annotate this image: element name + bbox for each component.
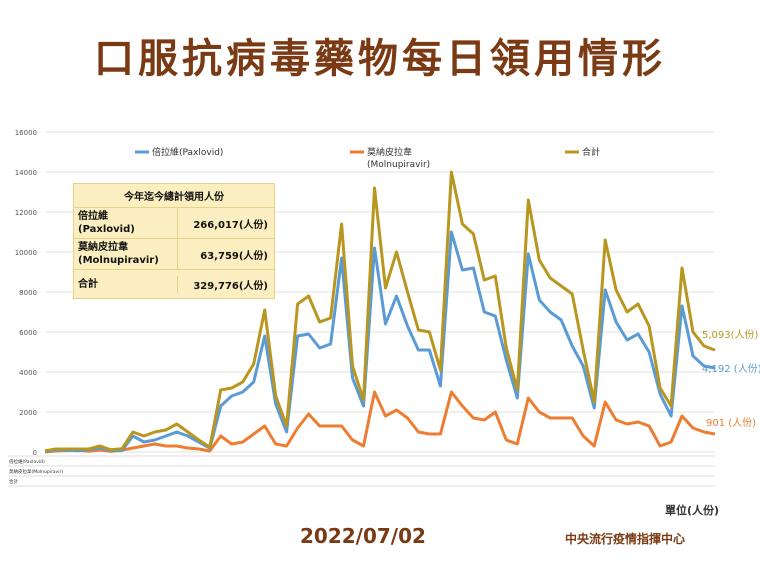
summary-row-paxlovid: 倍拉維 (Paxlovid) 266,017(人份) (74, 208, 274, 239)
end-label-paxlovid: 4,192 (人份) (702, 363, 760, 375)
y-tick-label: 12000 (15, 209, 37, 217)
summary-value: 266,017(人份) (193, 219, 268, 231)
summary-value: 63,759(人份) (200, 250, 268, 262)
y-tick-label: 10000 (15, 249, 37, 257)
unit-label: 單位(人份) (665, 504, 720, 517)
source-label: 中央流行疫情指揮中心 (565, 532, 686, 546)
page-title: 口服抗病毒藥物每日領用情形 (94, 36, 666, 82)
summary-value: 329,776(人份) (193, 280, 268, 292)
end-label-molnupiravir: 901 (人份) (706, 417, 756, 429)
legend-label-paxlovid: 倍拉維(Paxlovid) (152, 146, 223, 158)
y-tick-label: 0 (33, 449, 37, 457)
y-tick-label: 16000 (15, 129, 37, 137)
summary-header: 今年迄今總計領用人份 (74, 184, 274, 208)
summary-table: 今年迄今總計領用人份 倍拉維 (Paxlovid) 266,017(人份) 莫納… (73, 183, 275, 299)
legend-label-molnupiravir: (Molnupiravir) (367, 160, 430, 170)
series-line-molnupiravir (44, 390, 716, 454)
summary-label: 合計 (74, 275, 178, 293)
table-row-label: 合計 (9, 478, 18, 485)
end-label-total: 5,093(人份) (702, 329, 759, 341)
y-tick-label: 14000 (15, 169, 37, 177)
legend-label-molnupiravir: 莫納皮拉韋 (367, 146, 412, 158)
y-tick-label: 4000 (19, 369, 37, 377)
table-row-label: 倍拉維(Paxlovid) (9, 458, 45, 465)
y-tick-label: 2000 (19, 409, 37, 417)
summary-label: 倍拉維 (Paxlovid) (74, 208, 178, 238)
table-row-label: 莫納皮拉韋(Molnupiravir) (9, 468, 63, 475)
summary-label: 莫納皮拉韋 (Molnupiravir) (74, 239, 178, 269)
series-line-paxlovid (44, 230, 716, 454)
y-tick-label: 8000 (19, 289, 37, 297)
summary-row-molnupiravir: 莫納皮拉韋 (Molnupiravir) 63,759(人份) (74, 239, 274, 270)
date-label: 2022/07/02 (300, 524, 426, 548)
series-line-total (44, 170, 716, 453)
summary-row-total: 合計 329,776(人份) (74, 270, 274, 298)
legend-label-total: 合計 (582, 146, 600, 158)
y-tick-label: 6000 (19, 329, 37, 337)
